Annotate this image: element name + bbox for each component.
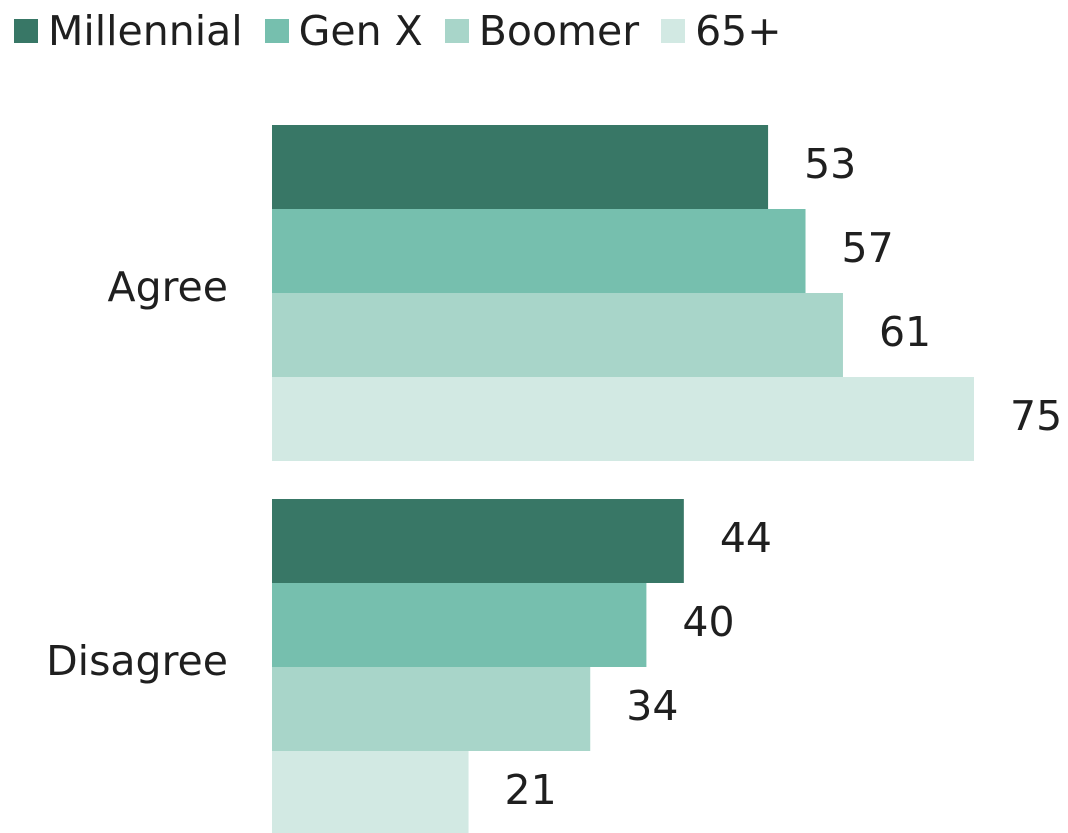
legend-swatch-gen-x xyxy=(264,19,289,43)
bar-agree-gen-x xyxy=(272,209,806,293)
legend-item-millennial: Millennial xyxy=(14,6,243,56)
bar-disagree-boomer xyxy=(272,667,591,751)
bar-disagree-65-plus xyxy=(272,751,469,833)
data-label-disagree-boomer: 34 xyxy=(626,682,678,730)
legend-label-gen-x: Gen X xyxy=(298,7,423,55)
data-label-agree-millennial: 53 xyxy=(804,140,856,188)
chart-legend: Millennial Gen X Boomer 65+ xyxy=(14,6,804,56)
bar-agree-65-plus xyxy=(272,377,974,461)
bar-agree-boomer xyxy=(272,293,843,377)
legend-swatch-boomer xyxy=(444,19,469,43)
data-label-agree-gen-x: 57 xyxy=(842,224,894,272)
legend-label-millennial: Millennial xyxy=(48,7,243,55)
category-label-disagree: Disagree xyxy=(46,637,228,685)
bar-agree-millennial xyxy=(272,125,769,209)
data-label-disagree-gen-x: 40 xyxy=(682,598,734,646)
data-label-agree-boomer: 61 xyxy=(879,308,931,356)
bar-disagree-gen-x xyxy=(272,583,647,667)
legend-item-boomer: Boomer xyxy=(444,6,640,56)
data-label-agree-65-plus: 75 xyxy=(1010,392,1062,440)
legend-item-gen-x: Gen X xyxy=(264,6,423,56)
legend-label-65-plus: 65+ xyxy=(695,7,782,55)
legend-swatch-65-plus xyxy=(661,19,686,43)
legend-item-65-plus: 65+ xyxy=(661,6,782,56)
data-label-disagree-65-plus: 21 xyxy=(505,766,557,814)
category-label-agree: Agree xyxy=(108,263,228,311)
bar-disagree-millennial xyxy=(272,499,684,583)
data-label-disagree-millennial: 44 xyxy=(720,514,772,562)
legend-swatch-millennial xyxy=(14,19,38,43)
legend-label-boomer: Boomer xyxy=(478,7,640,55)
